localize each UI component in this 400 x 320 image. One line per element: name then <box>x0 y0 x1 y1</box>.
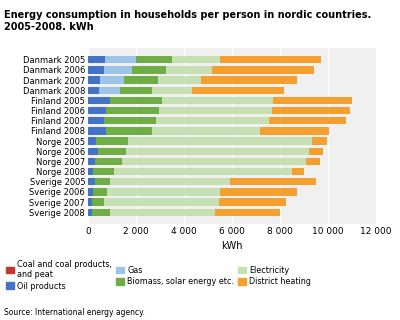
Bar <box>88 188 93 196</box>
Bar <box>306 158 320 165</box>
Bar <box>104 198 219 206</box>
Bar <box>88 178 95 186</box>
Bar <box>159 107 272 114</box>
Bar <box>272 107 350 114</box>
Bar <box>106 107 159 114</box>
Bar <box>212 66 314 74</box>
Bar <box>220 188 297 196</box>
Bar <box>105 56 136 63</box>
Bar <box>122 158 306 165</box>
Bar <box>95 158 122 165</box>
Bar <box>162 97 273 104</box>
Bar <box>92 198 104 206</box>
Bar <box>309 148 323 155</box>
Bar <box>88 198 92 206</box>
Bar <box>96 137 128 145</box>
Bar <box>166 66 212 74</box>
Bar <box>95 178 110 186</box>
Bar <box>88 148 98 155</box>
Bar <box>99 86 120 94</box>
Bar <box>156 117 269 124</box>
Bar <box>106 127 152 135</box>
Bar <box>132 66 166 74</box>
Bar <box>215 209 280 216</box>
Bar <box>114 168 292 175</box>
Bar <box>88 107 106 114</box>
Bar <box>126 148 309 155</box>
Bar <box>88 76 100 84</box>
Bar <box>107 188 220 196</box>
Bar <box>152 127 260 135</box>
X-axis label: kWh: kWh <box>221 241 243 251</box>
Bar <box>120 86 152 94</box>
Bar <box>93 168 114 175</box>
Bar <box>219 198 286 206</box>
Bar <box>93 188 107 196</box>
Bar <box>88 137 96 145</box>
Bar <box>292 168 304 175</box>
Legend: Coal and coal products,
and peat, Oil products, Gas, Biomass, solar energy etc.,: Coal and coal products, and peat, Oil pr… <box>6 260 311 291</box>
Bar <box>92 209 110 216</box>
Bar <box>124 76 158 84</box>
Bar <box>220 56 321 63</box>
Bar <box>88 97 110 104</box>
Text: Energy consumption in households per person in nordic countries.
2005-2008. kWh: Energy consumption in households per per… <box>4 10 371 32</box>
Bar <box>192 86 284 94</box>
Bar <box>260 127 329 135</box>
Bar <box>230 178 316 186</box>
Bar <box>158 76 201 84</box>
Bar <box>88 168 93 175</box>
Bar <box>110 209 215 216</box>
Bar <box>201 76 297 84</box>
Text: Source: International energy agency.: Source: International energy agency. <box>4 308 145 317</box>
Bar <box>172 56 220 63</box>
Bar <box>110 97 162 104</box>
Bar <box>88 66 104 74</box>
Bar <box>128 137 312 145</box>
Bar <box>273 97 352 104</box>
Bar <box>312 137 327 145</box>
Bar <box>100 76 124 84</box>
Bar <box>110 178 230 186</box>
Bar <box>88 86 99 94</box>
Bar <box>88 117 104 124</box>
Bar <box>98 148 126 155</box>
Bar <box>269 117 346 124</box>
Bar <box>152 86 192 94</box>
Bar <box>88 158 95 165</box>
Bar <box>88 127 106 135</box>
Bar <box>88 56 105 63</box>
Bar <box>88 209 92 216</box>
Bar <box>136 56 172 63</box>
Bar <box>104 117 156 124</box>
Bar <box>104 66 132 74</box>
